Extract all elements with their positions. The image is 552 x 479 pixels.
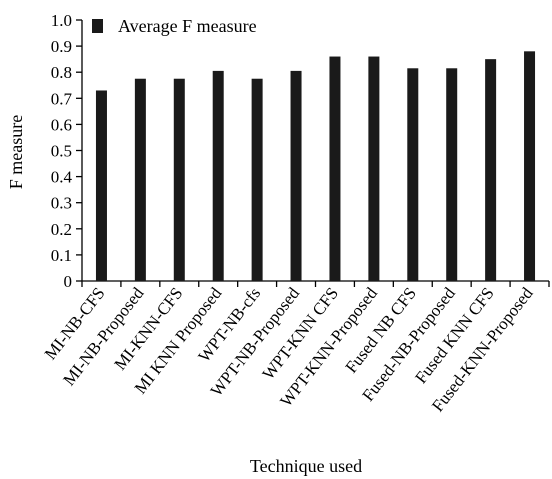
y-tick-label: 0.9	[51, 37, 72, 56]
bar	[173, 78, 185, 281]
bar	[524, 51, 536, 281]
y-tick-label: 0.1	[51, 246, 72, 265]
y-tick-label: 0	[64, 272, 73, 291]
bar	[446, 68, 458, 281]
x-ticks	[81, 281, 550, 287]
bar	[485, 59, 497, 282]
legend-label: Average F measure	[118, 16, 257, 36]
bar	[290, 70, 302, 282]
bars	[95, 51, 536, 282]
bar	[212, 70, 224, 282]
y-tick-label: 0.5	[51, 142, 72, 161]
bar	[95, 90, 107, 281]
y-axis-title: F measure	[6, 115, 26, 189]
y-tick-label: 0.4	[51, 168, 73, 187]
y-tick-label: 0.6	[51, 115, 72, 134]
x-axis-title: Technique used	[250, 456, 362, 476]
legend-swatch	[92, 19, 103, 33]
bar	[134, 78, 146, 281]
y-tick-label: 0.8	[51, 63, 72, 82]
bar	[407, 68, 419, 281]
axes	[81, 20, 549, 282]
y-tick-label: 0.3	[51, 194, 72, 213]
legend: Average F measure	[92, 16, 257, 36]
y-tick-label: 0.2	[51, 220, 72, 239]
bar	[329, 56, 341, 281]
bar	[368, 56, 380, 281]
y-ticks: 0 0.1 0.2 0.3 0.4 0.5 0.6 0.7 0.8 0.9 1.0	[51, 11, 82, 291]
y-tick-label: 0.7	[51, 89, 73, 108]
y-tick-label: 1.0	[51, 11, 72, 30]
bar	[251, 78, 263, 281]
